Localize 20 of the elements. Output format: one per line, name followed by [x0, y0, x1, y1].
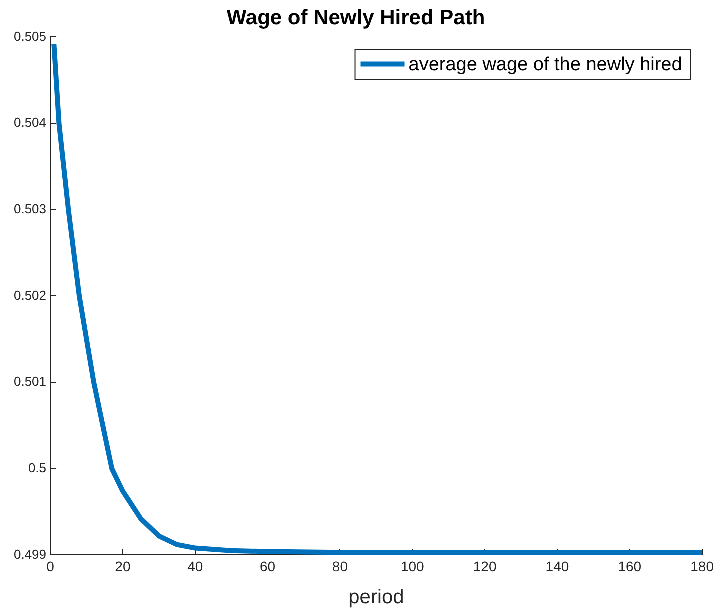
x-tick-label: 140 [546, 558, 570, 574]
x-tick-label: 20 [115, 558, 131, 574]
chart-title: Wage of Newly Hired Path [226, 6, 486, 30]
x-tick-label: 100 [400, 558, 425, 574]
y-tick-label: 0.503 [14, 201, 47, 216]
x-tick-label: 120 [473, 558, 497, 574]
y-tick-label: 0.499 [14, 546, 47, 562]
x-tick-label: 60 [260, 558, 276, 574]
y-tick-label: 0.502 [14, 288, 47, 303]
legend-label: average wage of the newly hired [408, 54, 682, 76]
x-tick-label: 40 [188, 558, 204, 574]
x-tick-label: 160 [618, 558, 642, 574]
y-tick-label: 0.505 [14, 28, 47, 44]
x-axis-title: period [348, 586, 404, 609]
y-tick-label: 0.501 [14, 374, 47, 390]
x-tick-label: 80 [332, 558, 348, 574]
x-tick-label: 180 [690, 558, 714, 574]
y-tick-label: 0.504 [14, 115, 47, 130]
x-tick-label: 0 [46, 558, 55, 574]
y-tick-label: 0.5 [28, 460, 47, 476]
